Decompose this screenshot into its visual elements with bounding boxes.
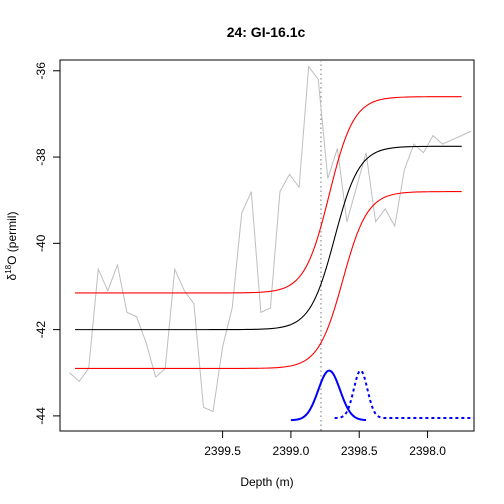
fit-upper-line: [75, 96, 462, 294]
fit-mean-line: [75, 145, 462, 331]
x-tick-label: 2399.0: [273, 444, 310, 458]
y-tick-label: -42: [34, 321, 48, 339]
onset-distribution-curve: [290, 369, 367, 422]
x-tick-label: 2398.5: [341, 444, 378, 458]
plot-frame: [59, 59, 475, 432]
x-tick-label: 2398.0: [409, 444, 446, 458]
y-axis: -36 -38 -40 -42 -44: [34, 62, 60, 425]
x-tick-label: 2399.5: [204, 444, 241, 458]
y-tick-label: -40: [34, 234, 48, 252]
y-tick-label: -38: [34, 148, 48, 166]
observed-data-line: [69, 65, 472, 413]
x-axis: 2399.5 2399.0 2398.5 2398.0: [204, 431, 446, 458]
y-tick-label: -36: [34, 62, 48, 80]
y-tick-label: -44: [34, 407, 48, 425]
x-axis-label: Depth (m): [240, 475, 293, 489]
chart-title: 24: GI-16.1c: [227, 24, 306, 40]
duration-distribution-curve: [334, 369, 474, 420]
plot-area: [69, 60, 474, 431]
y-axis-label: δ18O (permil): [4, 212, 19, 281]
fit-lower-line: [75, 191, 462, 369]
